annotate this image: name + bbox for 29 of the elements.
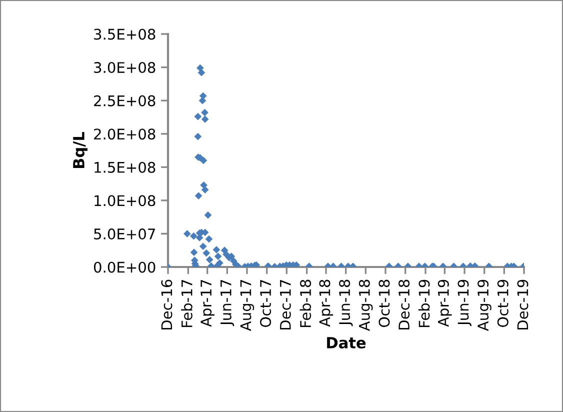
x-tick-label: Oct-18 [378,280,390,328]
x-tick-label: Jun-18 [339,280,353,326]
x-tick-label: Dec-19 [517,280,528,330]
y-tick-label: 3.5E+08 [94,28,156,40]
x-tick-label: Apr-18 [319,280,334,327]
x-tick-label: Oct-19 [497,280,508,328]
x-tick-label: Dec-18 [398,280,410,330]
x-tick-label: Dec-16 [161,280,172,330]
y-tick-label: 2.0E+08 [94,128,156,140]
x-tick-label: Aug-18 [358,280,373,331]
x-tick-label: Dec-17 [280,280,291,330]
x-axis-title: Date [327,337,366,348]
x-tick-label: Oct-17 [260,280,272,328]
y-tick-label: 0.0E+00 [94,262,156,273]
x-tick-label: Aug-17 [240,280,254,331]
y-tick-label: 5.0E+07 [94,228,155,240]
x-tick-label: Feb-17 [181,280,192,328]
x-tick-label: Feb-18 [300,280,312,328]
y-tick-label: 1.0E+08 [94,195,156,206]
x-tick-label: Feb-19 [418,280,430,328]
x-tick-label: Jun-17 [220,280,234,326]
x-tick-label: Apr-19 [438,280,452,327]
x-tick-label: Jun-19 [458,280,472,326]
x-tick-label: Apr-17 [200,280,214,327]
y-tick-label: 1.5E+08 [94,162,156,173]
y-axis-title: Bq/L [73,132,88,168]
y-tick-label: 3.0E+08 [94,62,156,74]
y-tick-label: 2.5E+08 [94,95,156,106]
x-tick-label: Aug-19 [478,280,492,331]
